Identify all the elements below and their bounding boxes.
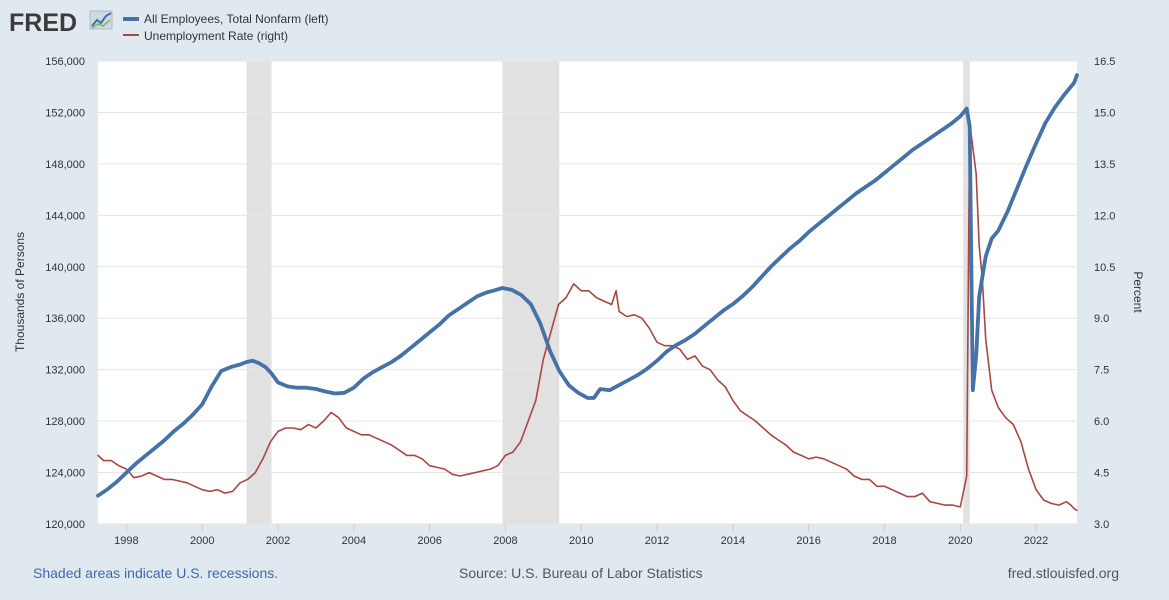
x-axis-ticks: 1998 2000 2002 2004 2006 2008 2010 2012 2014 2016… xyxy=(114,524,1048,547)
right-tick-label: 3.0 xyxy=(1094,519,1109,531)
left-tick-label: 148,000 xyxy=(45,159,85,171)
right-tick-label: 6.0 xyxy=(1094,416,1109,428)
fred-logo-graph-icon xyxy=(89,10,113,30)
x-tick-label: 2014 xyxy=(721,535,745,547)
x-tick-label: 2010 xyxy=(569,535,593,547)
right-axis-title: Percent xyxy=(1131,271,1145,313)
x-tick-label: 2016 xyxy=(796,535,820,547)
x-tick-label: 2012 xyxy=(645,535,669,547)
legend-label-unemployment: Unemployment Rate (right) xyxy=(144,29,288,43)
recession-band-1 xyxy=(502,61,560,524)
recession-band-2 xyxy=(963,61,970,524)
recession-bands xyxy=(246,61,970,524)
fred-logo: FRED xyxy=(9,9,77,37)
x-tick-label: 2022 xyxy=(1024,535,1048,547)
legend-label-employment: All Employees, Total Nonfarm (left) xyxy=(144,12,329,26)
right-tick-label: 16.5 xyxy=(1094,56,1115,68)
right-axis-ticks: 3.0 4.5 6.0 7.5 9.0 10.5 12.0 13.5 15.0 16.5 xyxy=(1094,56,1115,531)
right-tick-label: 12.0 xyxy=(1094,210,1115,222)
series-line-unemployment xyxy=(97,121,1078,512)
left-tick-label: 128,000 xyxy=(45,416,85,428)
left-tick-label: 124,000 xyxy=(45,468,85,480)
left-tick-label: 144,000 xyxy=(45,210,85,222)
legend-swatch-unemployment xyxy=(123,34,139,36)
legend: All Employees, Total Nonfarm (left) Unem… xyxy=(123,12,329,43)
legend-swatch-employment xyxy=(123,17,139,21)
x-tick-label: 2006 xyxy=(417,535,441,547)
left-tick-label: 140,000 xyxy=(45,262,85,274)
left-tick-label: 120,000 xyxy=(45,519,85,531)
right-tick-label: 10.5 xyxy=(1094,262,1115,274)
recession-note-link[interactable]: Shaded areas indicate U.S. recessions. xyxy=(33,565,278,581)
left-axis-title: Thousands of Persons xyxy=(13,232,27,352)
right-tick-label: 15.0 xyxy=(1094,107,1115,119)
source-note: Source: U.S. Bureau of Labor Statistics xyxy=(459,565,703,581)
left-tick-label: 152,000 xyxy=(45,107,85,119)
left-tick-label: 136,000 xyxy=(45,313,85,325)
x-tick-label: 1998 xyxy=(114,535,138,547)
right-tick-label: 7.5 xyxy=(1094,365,1109,377)
plot-area xyxy=(98,61,1077,524)
recession-band-0 xyxy=(246,61,272,524)
right-tick-label: 13.5 xyxy=(1094,159,1115,171)
left-axis-ticks: 120,000 124,000 128,000 132,000 136,000 140,0… xyxy=(45,56,85,531)
left-tick-label: 132,000 xyxy=(45,365,85,377)
x-tick-label: 2004 xyxy=(342,535,366,547)
gridlines xyxy=(98,60,1077,525)
x-tick-label: 2020 xyxy=(948,535,972,547)
right-tick-label: 4.5 xyxy=(1094,468,1109,480)
x-tick-label: 2000 xyxy=(190,535,214,547)
right-tick-label: 9.0 xyxy=(1094,313,1109,325)
x-tick-label: 2018 xyxy=(872,535,896,547)
series-lines xyxy=(96,73,1079,512)
x-tick-label: 2008 xyxy=(493,535,517,547)
site-link[interactable]: fred.stlouisfed.org xyxy=(1008,565,1119,581)
series-line-employment xyxy=(96,73,1079,498)
x-tick-label: 2002 xyxy=(266,535,290,547)
left-tick-label: 156,000 xyxy=(45,56,85,68)
